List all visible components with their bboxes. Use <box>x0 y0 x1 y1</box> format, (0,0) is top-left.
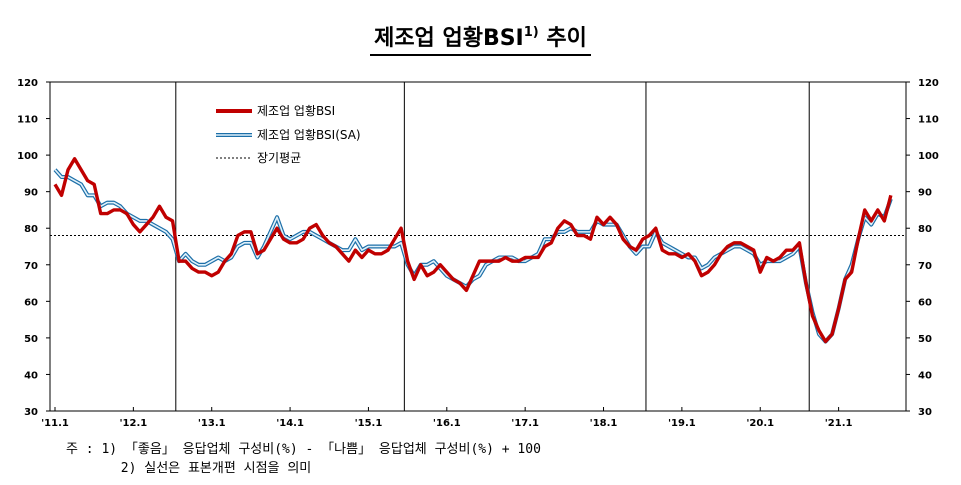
y-tick-left-60: 60 <box>24 297 38 308</box>
footnote-2: 2) 실선은 표본개편 시점을 의미 <box>66 461 312 476</box>
y-tick-right-30: 30 <box>918 407 932 418</box>
y-tick-right-120: 120 <box>918 78 939 89</box>
x-tick-8: '19.1 <box>668 418 696 429</box>
y-tick-right-100: 100 <box>918 151 939 162</box>
y-tick-right-60: 60 <box>918 297 932 308</box>
legend-label-average: 장기평균 <box>257 151 301 165</box>
y-axis-right: 30 40 50 60 70 80 90 100 110 120 <box>906 78 939 418</box>
title-tail: 추이 <box>546 26 587 51</box>
y-tick-right-70: 70 <box>918 261 932 272</box>
bsi-line-chart: 30 40 50 60 70 80 90 100 110 120 30 40 50 60 70 80 90 10… <box>17 78 939 429</box>
legend: 제조업 업황BSI 제조업 업황BSI(SA) 장기평균 <box>216 104 361 165</box>
x-tick-3: '14.1 <box>276 418 304 429</box>
x-tick-9: '20.1 <box>746 418 774 429</box>
x-tick-2: '13.1 <box>198 418 226 429</box>
y-tick-right-50: 50 <box>918 334 932 345</box>
legend-label-bsi-sa: 제조업 업황BSI(SA) <box>257 128 361 142</box>
y-tick-right-90: 90 <box>918 188 932 199</box>
chart-title-underline: 제조업 업황BSI1) 추이 <box>370 20 591 56</box>
title-main: 제조업 업황BSI <box>374 26 524 51</box>
y-tick-left-80: 80 <box>24 224 38 235</box>
x-tick-0: '11.1 <box>41 418 69 429</box>
y-tick-left-40: 40 <box>24 370 38 381</box>
y-tick-left-110: 110 <box>17 115 38 126</box>
series-bsi-line <box>53 157 893 344</box>
y-tick-left-90: 90 <box>24 188 38 199</box>
x-tick-6: '17.1 <box>511 418 539 429</box>
y-tick-left-70: 70 <box>24 261 38 272</box>
x-tick-10: '21.1 <box>825 418 853 429</box>
y-tick-left-120: 120 <box>17 78 38 89</box>
y-tick-left-30: 30 <box>24 407 38 418</box>
x-tick-1: '12.1 <box>119 418 147 429</box>
x-axis: '11.1 '12.1 '13.1 '14.1 '15.1 '16.1 '17.1 '18.1… <box>41 407 853 429</box>
plot-area-frame <box>49 81 907 412</box>
y-tick-right-110: 110 <box>918 115 939 126</box>
y-tick-right-40: 40 <box>918 370 932 381</box>
series-group <box>53 157 893 344</box>
footnote-1: 주 : 1) 「좋음」 응답업체 구성비(%) - 「나쁨」 응답업체 구성비(… <box>66 442 541 457</box>
x-tick-4: '15.1 <box>355 418 383 429</box>
chart-title: 제조업 업황BSI1) 추이 <box>0 20 961 56</box>
footnotes: 주 : 1) 「좋음」 응답업체 구성비(%) - 「나쁨」 응답업체 구성비(… <box>66 440 541 478</box>
y-tick-left-100: 100 <box>17 151 38 162</box>
series-bsi-sa-line <box>54 169 892 343</box>
legend-label-bsi: 제조업 업황BSI <box>257 104 335 118</box>
x-tick-5: '16.1 <box>433 418 461 429</box>
title-footnote-marker: 1) <box>523 25 539 40</box>
y-tick-left-50: 50 <box>24 334 38 345</box>
x-tick-7: '18.1 <box>590 418 618 429</box>
y-tick-right-80: 80 <box>918 224 932 235</box>
series-bsi-sa-outline <box>53 168 893 344</box>
y-axis-left: 30 40 50 60 70 80 90 100 110 120 <box>17 78 50 418</box>
